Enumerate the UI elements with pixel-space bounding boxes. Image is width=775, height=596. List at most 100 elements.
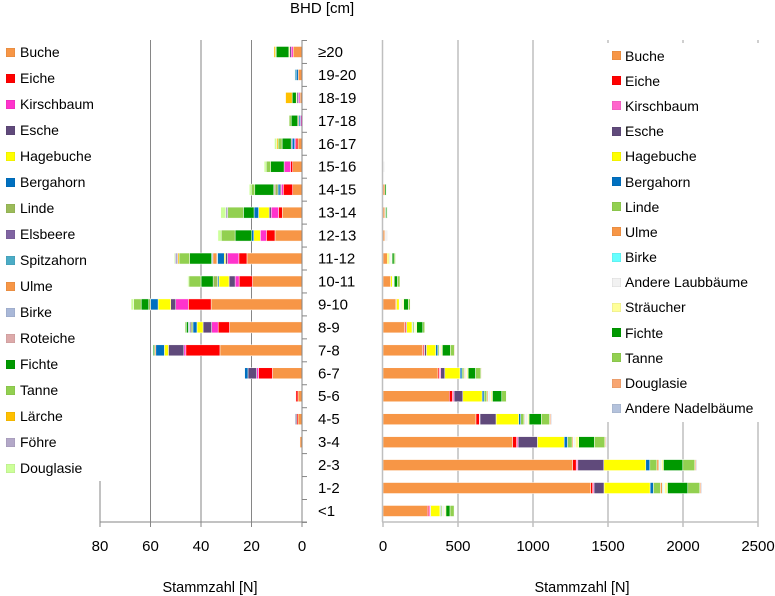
right-bar-andere-laubbaeume-9-10 (400, 298, 403, 311)
left-bar-fichte-ge-20 (275, 46, 290, 58)
category-label: 18-19 (318, 90, 356, 107)
category-label: 7-8 (318, 342, 340, 359)
left-bar-fichte-14-15 (254, 183, 274, 196)
left-bar-buche-7-8 (219, 344, 303, 357)
right-bar-straeucher-2-3 (661, 459, 664, 471)
legend-label: Esche (625, 123, 664, 140)
legend-swatch-icon (612, 353, 621, 363)
left-legend-item-buche: Buche (0, 39, 108, 65)
right-bar-tanne-6-7 (475, 367, 482, 380)
right-bar-linde-5-6 (483, 390, 488, 402)
right-bar-bergahorn-7-8 (435, 344, 438, 357)
right-legend-item-kirschbaum: Kirschbaum (600, 93, 775, 118)
left-bar-esche-10-11 (228, 275, 236, 288)
left-bar-bergahorn-6-7 (244, 367, 249, 380)
right-bar-fichte-3-4 (578, 436, 595, 448)
left-bar-douglasie-13-14 (220, 206, 226, 219)
right-bar-hagebuche-3-4 (537, 436, 565, 448)
right-bar-buche-5-6 (382, 390, 450, 402)
legend-swatch-icon (6, 177, 15, 187)
left-x-tick-label: 60 (142, 538, 159, 555)
right-x-tick-label: 2000 (666, 538, 699, 555)
left-bar-douglasie-12-13 (217, 229, 222, 242)
left-bar-hagebuche-13-14 (258, 206, 270, 219)
legend-swatch-icon (612, 252, 621, 262)
legend-label: Eiche (20, 70, 56, 86)
right-bar-esche-4-5 (479, 413, 497, 425)
right-bar-andere-laubbaeume-15-16 (382, 160, 386, 173)
left-bar-bergahorn-11-12 (217, 252, 225, 265)
right-bar-tanne-lt-1 (449, 505, 455, 517)
right-legend-item-ulme: Ulme (600, 219, 775, 244)
right-bar-hagebuche-5-6 (462, 390, 483, 402)
left-legend-item-hagebuche: Hagebuche (0, 143, 108, 169)
value-tick-labels: 80 60 40 20 0 0 500 1000 1500 2000 2500 (92, 538, 775, 555)
right-bar-andere-laubbaeume-2-3 (659, 459, 662, 471)
legend-label: Bergahorn (20, 174, 86, 190)
right-bar-buche-6-7 (382, 367, 439, 380)
left-bar-douglasie-15-16 (263, 160, 267, 173)
right-legend-item-fichte: Fichte (600, 320, 775, 345)
right-bar-fichte-lt-1 (445, 505, 451, 517)
left-bar-tanne-11-12 (178, 252, 190, 265)
left-legend-item-kirschbaum: Kirschbaum (0, 91, 108, 117)
left-bar-buche-16-17 (297, 138, 303, 150)
right-bar-buche-11-12 (382, 252, 388, 265)
right-x-tick-label: 500 (445, 538, 470, 555)
category-label: 6-7 (318, 365, 340, 382)
legend-label: Douglasie (20, 460, 83, 476)
right-legend-item-esche: Esche (600, 119, 775, 144)
right-x-tick-label: 2500 (741, 538, 774, 555)
right-bar-hagebuche-1-2 (603, 482, 651, 494)
legend-label: Bergahorn (625, 173, 691, 190)
right-bar-hagebuche-6-7 (444, 367, 461, 380)
left-bar-esche-4-5 (295, 413, 297, 425)
left-bar-bergahorn-13-14 (253, 206, 259, 219)
left-bar-eiche-13-14 (278, 206, 283, 219)
left-bar-kirschbaum-11-12 (227, 252, 240, 265)
left-bar-eiche-15-16 (290, 160, 293, 173)
right-bar-fichte-7-8 (442, 344, 451, 357)
legend-swatch-icon (6, 333, 15, 343)
right-x-tick-label: 1500 (591, 538, 624, 555)
left-bar-fichte-17-18 (290, 115, 298, 127)
left-bar-linde-10-11 (212, 275, 218, 288)
legend-swatch-icon (6, 229, 15, 239)
legend-swatch-icon (612, 126, 621, 136)
right-bar-fichte-9-10 (403, 298, 409, 311)
right-bar-andere-laubbaeume-6-7 (464, 367, 467, 380)
right-bar-buche-10-11 (382, 275, 391, 288)
left-bar-buche-14-15 (292, 183, 303, 196)
right-bar-buche-13-14 (382, 206, 386, 219)
chart-axes (100, 40, 758, 523)
right-x-axis-title: Stammzahl [N] (534, 580, 629, 596)
left-bar-fichte-13-14 (243, 206, 255, 219)
legend-swatch-icon (6, 411, 15, 421)
right-legend-item-linde: Linde (600, 194, 775, 219)
right-bar-tanne-11-12 (393, 252, 396, 265)
right-bar-hagebuche-7-8 (426, 344, 437, 357)
left-x-tick-label: 40 (193, 538, 210, 555)
left-x-tick-label: 20 (243, 538, 260, 555)
right-x-tick-label: 1000 (516, 538, 549, 555)
legend-swatch-icon (612, 227, 621, 237)
left-bar-fichte-12-13 (234, 229, 253, 242)
category-label: 9-10 (318, 296, 348, 313)
left-bar-eiche-14-15 (283, 183, 293, 196)
right-bar-eiche-2-3 (572, 459, 577, 471)
left-bar-linde-8-9 (190, 321, 194, 334)
left-bar-buche-15-16 (292, 160, 303, 173)
legend-label: Lärche (20, 408, 63, 424)
legend-swatch-icon (6, 281, 15, 291)
right-bar-tanne-8-9 (422, 321, 425, 334)
left-bar-buche-4-5 (297, 413, 303, 425)
left-bar-eiche-7-8 (185, 344, 221, 357)
legend-label: Tanne (20, 382, 59, 398)
right-bar-eiche-5-6 (449, 390, 453, 402)
right-bar-linde-3-4 (567, 436, 573, 448)
legend-label: Ulme (20, 278, 53, 294)
right-bar-fichte-5-6 (492, 390, 503, 402)
category-label: 19-20 (318, 67, 356, 84)
left-bar-hagebuche-12-13 (253, 229, 261, 242)
